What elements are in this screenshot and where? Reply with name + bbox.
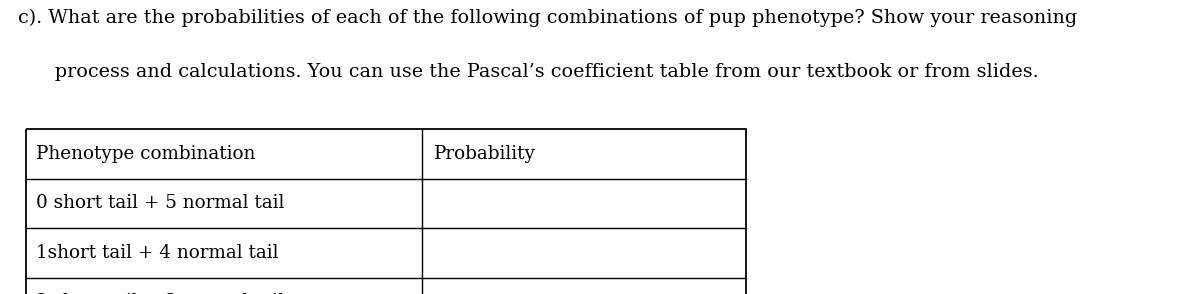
Text: c). What are the probabilities of each of the following combinations of pup phen: c). What are the probabilities of each o… <box>18 9 1078 27</box>
Text: 0 short tail + 5 normal tail: 0 short tail + 5 normal tail <box>36 194 284 213</box>
Text: Probability: Probability <box>434 145 536 163</box>
Text: 1short tail + 4 normal tail: 1short tail + 4 normal tail <box>36 244 278 262</box>
Text: Phenotype combination: Phenotype combination <box>36 145 256 163</box>
Text: 2 short tail + 3 normal tail: 2 short tail + 3 normal tail <box>36 293 284 294</box>
Text: process and calculations. You can use the Pascal’s coefficient table from our te: process and calculations. You can use th… <box>18 63 1039 81</box>
